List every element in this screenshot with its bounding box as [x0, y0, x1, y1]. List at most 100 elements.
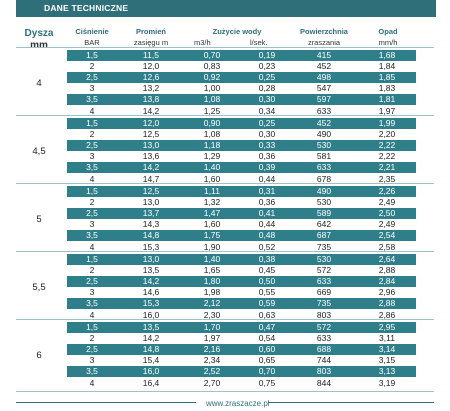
table-cell: 14,6	[142, 287, 160, 298]
table-cell: 1,99	[378, 118, 396, 128]
nozzle-size-label: 4,5	[32, 145, 46, 157]
table-row: 2 13,0 1,32 0,36 530 2,49	[67, 197, 416, 208]
group-separator	[16, 47, 434, 48]
table-cell: 0,23	[258, 61, 276, 72]
table-cell: 2,5	[86, 208, 98, 219]
table-cell: 15,3	[142, 241, 160, 252]
table-row: 4 15,3 1,90 0,52 735 2,58	[67, 242, 416, 253]
table-cell: 0,70	[203, 50, 221, 60]
table-cell: 530	[316, 254, 332, 264]
table-cell: 1,84	[378, 61, 396, 72]
nozzle-size-label: 5,5	[32, 281, 46, 293]
table-cell: 1,5	[86, 322, 98, 332]
table-cell: 2,34	[203, 355, 221, 366]
table-cell: 14,8	[142, 344, 160, 355]
table-cell: 2,30	[203, 309, 221, 320]
table-cell: 1,60	[203, 173, 221, 184]
table-row: 3,5 14,2 1,40 0,39 633 2,21	[67, 162, 416, 174]
table-cell: 14,3	[142, 219, 160, 230]
col-cisnienie-label: Ciśnienie	[75, 27, 109, 36]
table-row: 2,5 14,2 1,80 0,50 633 2,84	[67, 276, 416, 288]
col-powierzchnia-header: Powierzchnia zraszania	[294, 26, 354, 48]
table-cell: 0,19	[258, 50, 276, 60]
col-dysza-header: Dysza mm	[16, 28, 62, 52]
group-separator	[16, 319, 434, 320]
table-cell: 2,54	[378, 230, 396, 241]
table-cell: 14,2	[142, 162, 160, 173]
table-cell: 3,13	[378, 366, 396, 377]
table-cell: 0,45	[258, 265, 276, 276]
table-cell: 2	[89, 129, 95, 140]
table-cell: 1,81	[378, 94, 396, 105]
table-cell: 2,35	[378, 173, 396, 184]
col-powierzchnia-label: Powierzchnia	[300, 27, 348, 36]
table-row: 4 14,2 1,25 0,34 633 1,97	[67, 106, 416, 117]
table-cell: 633	[316, 333, 332, 344]
table-cell: 3,5	[86, 94, 98, 105]
col-opad-label: Opad	[378, 27, 398, 36]
table-row: 1,5 13,0 1,40 0,38 530 2,64	[67, 254, 416, 265]
table-cell: 0,92	[203, 72, 221, 83]
table-cell: 2,88	[378, 298, 396, 309]
table-cell: 2,88	[378, 265, 396, 276]
table-cell: 744	[316, 355, 332, 366]
section-title: DANE TECHNICZNE	[44, 3, 129, 13]
table-cell: 2,96	[378, 287, 396, 298]
table-cell: 0,59	[258, 298, 276, 309]
table-cell: 2,64	[378, 254, 396, 264]
table-row: 3,5 14,8 1,75 0,48 687 2,54	[67, 230, 416, 242]
table-cell: 2,84	[378, 276, 396, 287]
table-cell: 2,70	[203, 377, 221, 388]
table-cell: 14,2	[142, 105, 160, 116]
group-separator	[16, 115, 434, 116]
table-cell: 13,0	[142, 140, 160, 151]
table-cell: 633	[316, 105, 332, 116]
table-cell: 0,48	[258, 230, 276, 241]
table-cell: 0,25	[258, 72, 276, 83]
table-cell: 13,5	[142, 265, 160, 276]
table-row: 2,5 13,7 1,47 0,41 589 2,50	[67, 208, 416, 220]
table-cell: 0,36	[258, 197, 276, 208]
table-row: 4 16,0 2,30 0,63 803 2,86	[67, 310, 416, 321]
table-bottom-line	[16, 391, 434, 392]
table-cell: 735	[316, 241, 332, 252]
table-cell: 1,18	[203, 140, 221, 151]
table-cell: 3	[89, 83, 95, 94]
table-cell: 0,75	[258, 377, 276, 388]
col-dysza-unit: mm	[30, 40, 48, 51]
table-cell: 4	[89, 377, 95, 388]
table-cell: 13,7	[142, 208, 160, 219]
nozzle-size-label: 4	[36, 77, 42, 89]
table-cell: 2,22	[378, 151, 396, 162]
table-cell: 13,6	[142, 151, 160, 162]
table-cell: 572	[316, 322, 332, 332]
table-row: 1,5 13,5 1,70 0,47 572 2,95	[67, 322, 416, 333]
table-cell: 3,5	[86, 162, 98, 173]
nozzle-size-label: 5	[36, 213, 42, 225]
table-cell: 14,7	[142, 173, 160, 184]
table-cell: 12,0	[142, 61, 160, 72]
table-row: 1,5 12,5 1,11 0,31 490 2,26	[67, 186, 416, 197]
table-cell: 0,30	[258, 129, 276, 140]
table-cell: 1,40	[203, 254, 221, 264]
table-cell: 547	[316, 83, 332, 94]
section-header: DANE TECHNICZNE	[16, 0, 436, 17]
table-cell: 14,8	[142, 230, 160, 241]
table-cell: 1,40	[203, 162, 221, 173]
footer-rule-right	[268, 402, 434, 403]
col-promien-header: Promień zasięgu m	[122, 26, 180, 48]
table-cell: 0,30	[258, 94, 276, 105]
table-cell: 3,5	[86, 298, 98, 309]
footer-rule-left	[16, 402, 196, 403]
table-cell: 14,2	[142, 276, 160, 287]
table-cell: 1,75	[203, 230, 221, 241]
table-cell: 1,97	[203, 333, 221, 344]
footer-url: www.zraszacze.pl	[206, 399, 270, 408]
table-cell: 0,70	[258, 366, 276, 377]
table-cell: 803	[316, 309, 332, 320]
table-row: 2,5 13,0 1,18 0,33 530 2,22	[67, 140, 416, 152]
table-cell: 0,55	[258, 287, 276, 298]
table-cell: 0,60	[258, 344, 276, 355]
col-opad-header: Opad mm/h	[360, 26, 416, 48]
table-cell: 452	[316, 118, 332, 128]
